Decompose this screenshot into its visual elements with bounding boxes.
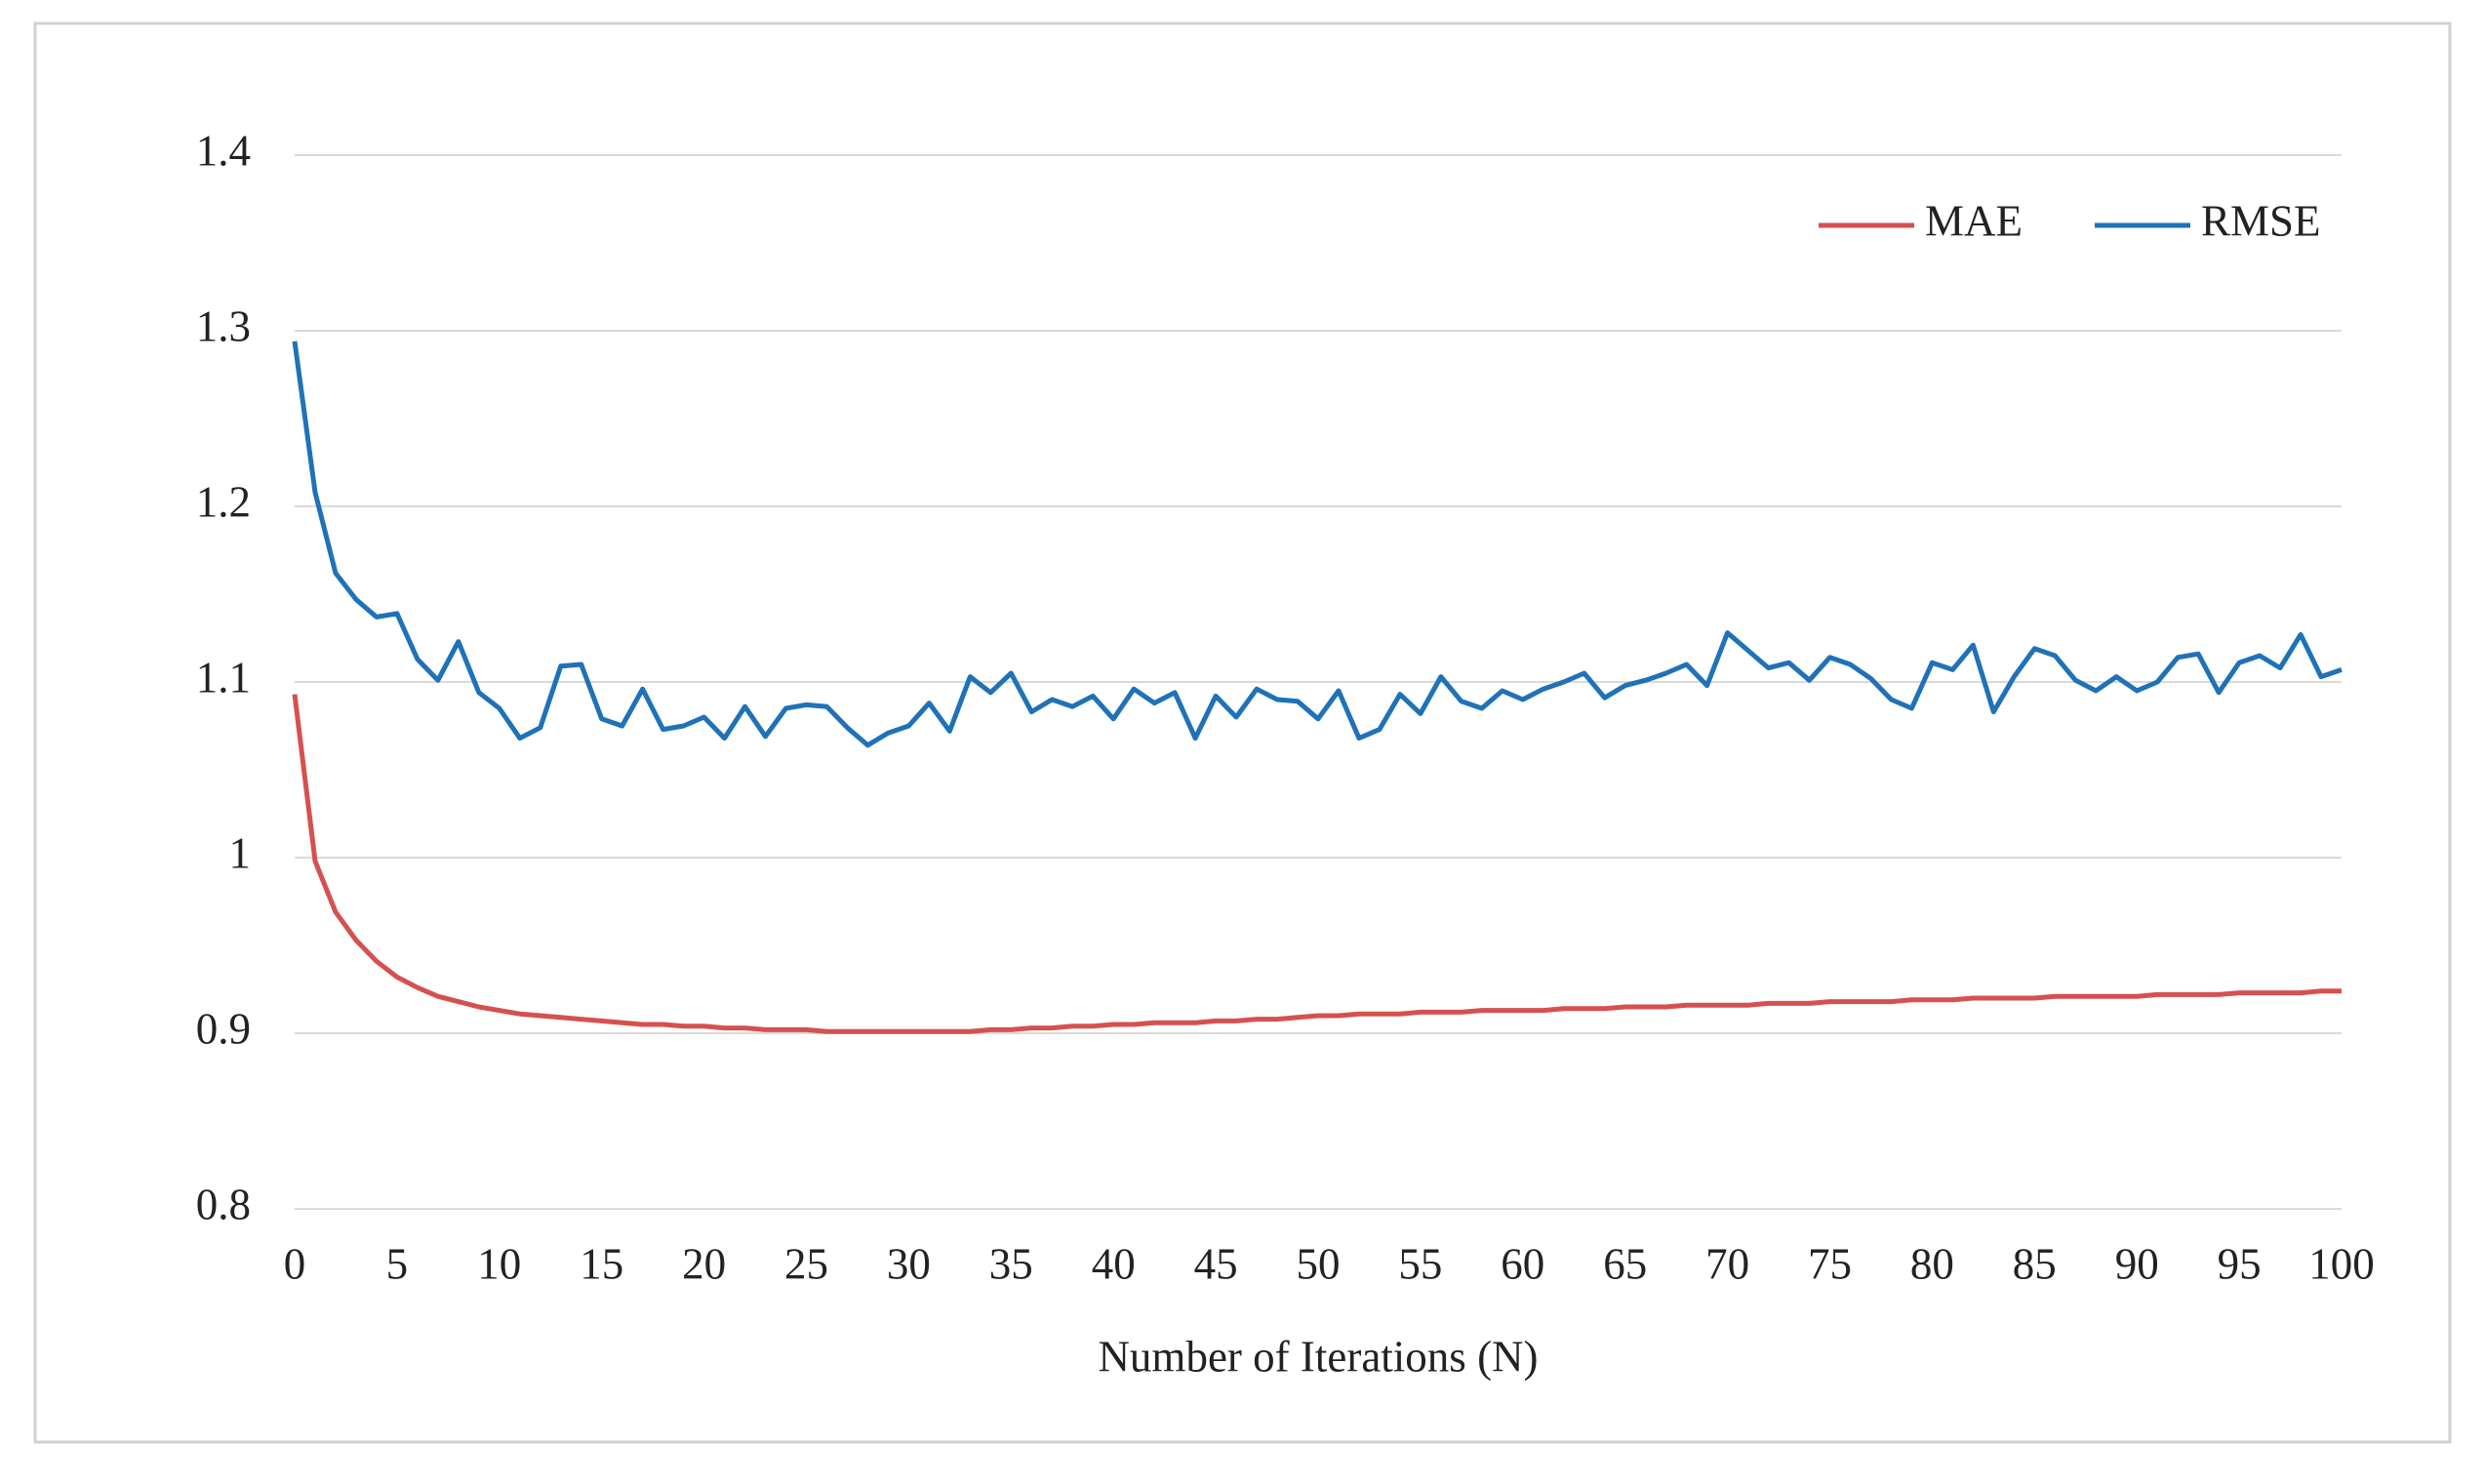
x-tick-label: 50 [1297,1239,1341,1288]
x-tick-label: 25 [784,1239,828,1288]
legend-label: RMSE [2201,196,2321,245]
chart-border [33,21,2452,1444]
x-tick-label: 90 [2115,1239,2159,1288]
y-tick-label: 1.2 [196,477,251,526]
x-tick-label: 70 [1705,1239,1749,1288]
x-tick-label: 30 [887,1239,931,1288]
data-line [292,341,2343,748]
x-tick-label: 45 [1194,1239,1238,1288]
x-tick-label: 35 [989,1239,1033,1288]
y-tick-label: 1 [229,828,252,877]
y-tick-label: 1.3 [196,301,251,350]
x-tick-label: 40 [1092,1239,1136,1288]
x-tick-label: 5 [386,1239,409,1288]
y-tick-label: 0.9 [196,1004,251,1053]
x-tick-label: 100 [2308,1239,2375,1288]
x-tick-label: 85 [2013,1239,2057,1288]
x-tick-label: 75 [1808,1239,1852,1288]
x-axis-label: Number of Iterations (N) [1098,1332,1538,1381]
x-tick-label: 55 [1398,1239,1442,1288]
x-tick-label: 65 [1603,1239,1647,1288]
x-tick-label: 95 [2218,1239,2262,1288]
y-tick-label: 0.8 [196,1180,251,1228]
data-line [292,694,2342,1034]
x-tick-label: 60 [1501,1239,1544,1288]
legend-label: MAE [1925,196,2023,245]
y-tick-label: 1.1 [196,653,251,702]
x-tick-label: 10 [477,1239,521,1288]
x-tick-label: 80 [1910,1239,1954,1288]
x-tick-label: 20 [682,1239,726,1288]
x-tick-label: 15 [580,1239,623,1288]
x-tick-label: 0 [284,1239,306,1288]
y-tick-label: 1.4 [196,126,251,175]
